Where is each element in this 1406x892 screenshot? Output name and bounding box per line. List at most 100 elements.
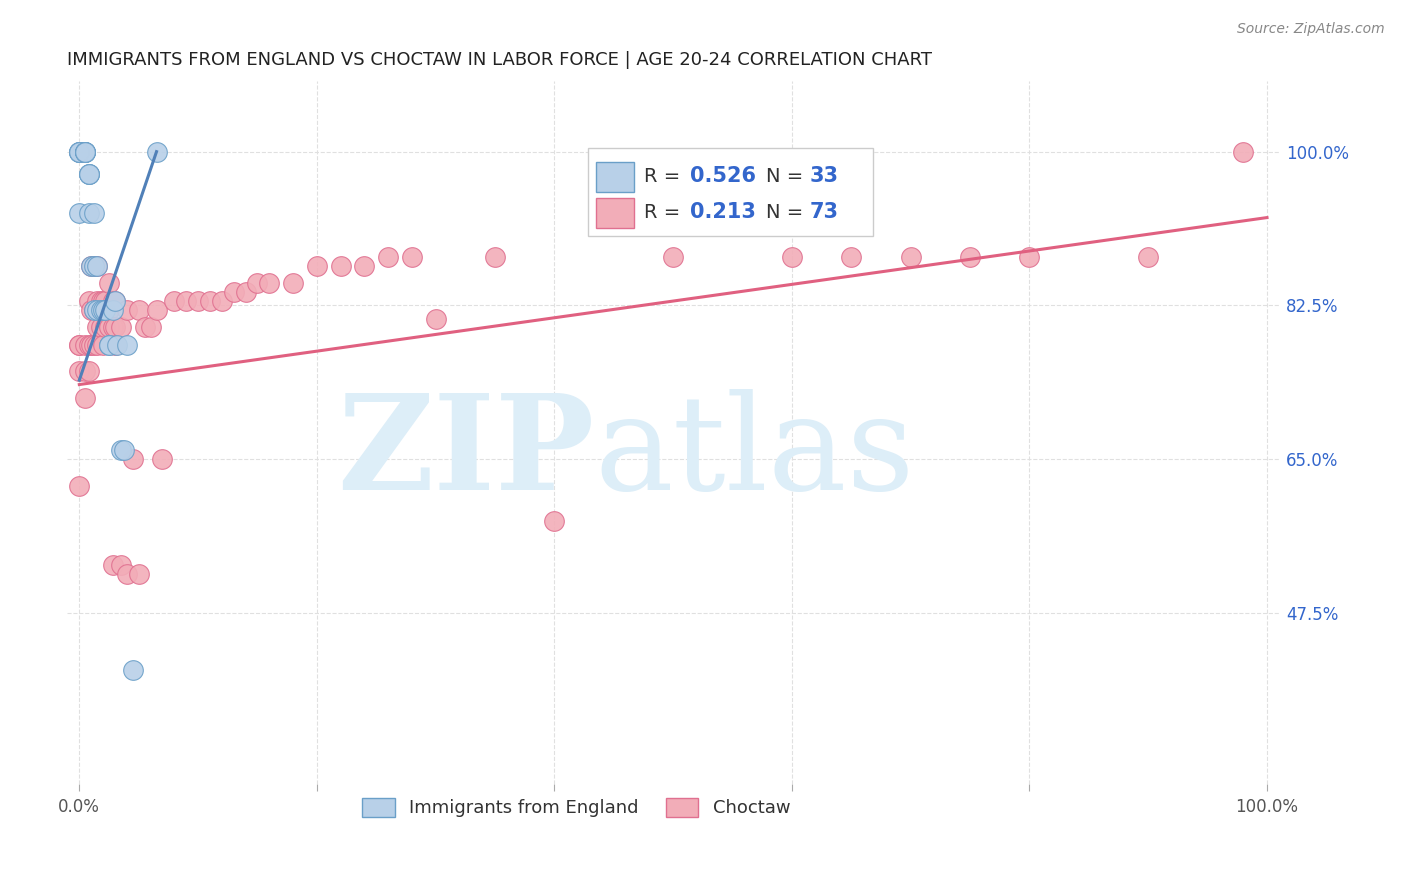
Text: R =: R = [644, 167, 686, 186]
Point [281, 277, 304, 291]
Point [134, 320, 156, 334]
Point [98, 277, 121, 291]
Point [115, 566, 138, 581]
Point [94, 294, 117, 309]
Point [86, 338, 108, 352]
Point [77, 167, 100, 181]
Point [86, 302, 108, 317]
Point [83, 338, 105, 352]
Point [259, 277, 281, 291]
Point [115, 302, 138, 317]
Point [98, 320, 121, 334]
Point [75, 364, 97, 378]
Point [152, 452, 174, 467]
Point [305, 259, 328, 273]
Point [83, 259, 105, 273]
Point [110, 558, 132, 572]
Point [104, 294, 127, 309]
Point [77, 364, 100, 378]
Point [90, 302, 112, 317]
Point [98, 302, 121, 317]
Legend: Immigrants from England, Choctaw: Immigrants from England, Choctaw [354, 790, 797, 824]
Text: N =: N = [766, 202, 810, 221]
Point [105, 338, 128, 352]
Point [1232, 145, 1254, 159]
Text: R =: R = [644, 202, 686, 221]
Point [90, 320, 112, 334]
Point [75, 145, 97, 159]
Point [67, 145, 90, 159]
Point [77, 338, 100, 352]
FancyBboxPatch shape [588, 148, 873, 236]
Point [484, 250, 506, 264]
Point [77, 206, 100, 220]
Point [80, 259, 103, 273]
Point [174, 294, 197, 309]
Point [139, 320, 162, 334]
Text: 0.526: 0.526 [690, 166, 756, 186]
Point [91, 294, 114, 309]
Point [86, 259, 108, 273]
Point [1137, 250, 1160, 264]
Point [91, 302, 114, 317]
Point [77, 167, 100, 181]
Point [75, 145, 97, 159]
FancyBboxPatch shape [596, 198, 634, 227]
Point [163, 294, 186, 309]
Point [94, 320, 117, 334]
Text: IMMIGRANTS FROM ENGLAND VS CHOCTAW IN LABOR FORCE | AGE 20-24 CORRELATION CHART: IMMIGRANTS FROM ENGLAND VS CHOCTAW IN LA… [67, 51, 932, 69]
Point [235, 285, 257, 300]
Point [101, 302, 124, 317]
Point [780, 250, 803, 264]
Point [425, 311, 447, 326]
FancyBboxPatch shape [596, 162, 634, 192]
Point [110, 320, 132, 334]
Point [110, 443, 132, 458]
Text: 33: 33 [810, 166, 839, 186]
Text: 73: 73 [810, 202, 839, 222]
Point [90, 294, 112, 309]
Point [83, 259, 105, 273]
Point [67, 364, 90, 378]
Point [900, 250, 922, 264]
Point [86, 320, 108, 334]
Point [67, 338, 90, 352]
Point [959, 250, 981, 264]
Point [187, 294, 209, 309]
Point [75, 391, 97, 405]
Point [75, 338, 97, 352]
Point [80, 338, 103, 352]
Point [121, 663, 143, 677]
Point [86, 294, 108, 309]
Point [101, 320, 124, 334]
Point [77, 294, 100, 309]
Point [401, 250, 423, 264]
Point [353, 259, 375, 273]
Point [91, 302, 114, 317]
Point [121, 452, 143, 467]
Point [98, 338, 121, 352]
Point [67, 145, 90, 159]
Point [1018, 250, 1040, 264]
Point [145, 302, 167, 317]
Point [114, 443, 136, 458]
Point [67, 145, 90, 159]
Point [211, 294, 233, 309]
Point [543, 514, 565, 528]
Text: 0.213: 0.213 [690, 202, 756, 222]
Point [115, 338, 138, 352]
Point [101, 294, 124, 309]
Point [104, 294, 127, 309]
Point [145, 145, 167, 159]
Point [98, 338, 121, 352]
Point [83, 302, 105, 317]
Point [246, 277, 269, 291]
Point [75, 145, 97, 159]
Point [104, 338, 127, 352]
Point [128, 566, 150, 581]
Point [86, 259, 108, 273]
Point [83, 302, 105, 317]
Point [839, 250, 862, 264]
Point [75, 145, 97, 159]
Point [91, 338, 114, 352]
